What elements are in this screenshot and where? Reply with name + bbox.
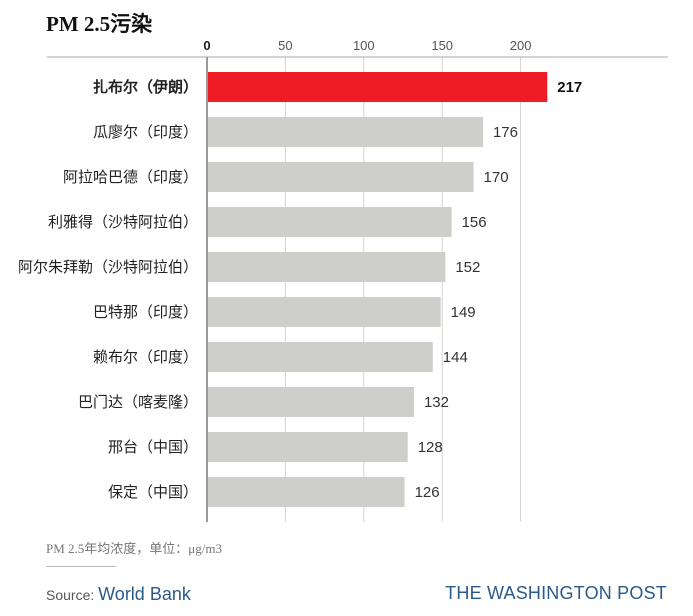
category-label: 瓜廖尔（印度） xyxy=(93,123,198,141)
category-label: 巴特那（印度） xyxy=(93,303,198,321)
bar xyxy=(208,432,408,462)
value-label: 144 xyxy=(443,349,468,366)
bar xyxy=(208,477,405,507)
category-label: 阿尔朱拜勒（沙特阿拉伯） xyxy=(18,258,198,276)
category-label: 赖布尔（印度） xyxy=(93,348,198,366)
x-tick-label: 100 xyxy=(353,38,375,53)
source-link[interactable]: World Bank xyxy=(98,584,191,604)
value-label: 152 xyxy=(455,259,480,276)
source-line: Source: World Bank xyxy=(46,584,191,605)
publisher-brand: THE WASHINGTON POST xyxy=(445,583,667,603)
value-label: 149 xyxy=(451,304,476,321)
note-divider xyxy=(46,566,116,567)
chart-note: PM 2.5年均浓度，单位：μg/m3 xyxy=(46,541,222,556)
bar xyxy=(208,117,483,147)
bar xyxy=(208,162,474,192)
value-label: 156 xyxy=(462,214,487,231)
x-tick-label: 50 xyxy=(278,38,292,53)
category-label: 利雅得（沙特阿拉伯） xyxy=(48,213,198,231)
source-label: Source: xyxy=(46,587,95,603)
bar xyxy=(208,207,452,237)
category-label: 扎布尔（伊朗） xyxy=(93,78,198,96)
chart-title: PM 2.5污染 xyxy=(46,12,153,36)
value-label: 217 xyxy=(557,79,582,96)
bar xyxy=(208,342,433,372)
value-label: 176 xyxy=(493,124,518,141)
category-label: 邢台（中国） xyxy=(108,438,198,456)
category-label: 阿拉哈巴德（印度） xyxy=(63,168,198,186)
bar xyxy=(208,252,446,282)
bar xyxy=(208,297,441,327)
x-tick-label: 150 xyxy=(431,38,453,53)
value-label: 126 xyxy=(415,484,440,501)
value-label: 132 xyxy=(424,394,449,411)
bar xyxy=(208,387,414,417)
x-tick-label: 0 xyxy=(203,38,210,53)
value-label: 128 xyxy=(418,439,443,456)
x-tick-label: 200 xyxy=(510,38,532,53)
category-label: 巴门达（喀麦隆） xyxy=(78,393,198,411)
category-label: 保定（中国） xyxy=(108,483,198,501)
bar-chart: 0 50 100 150 200 扎布尔（伊朗） 217 瓜廖尔（印度） 176 阿拉哈巴德（印度… xyxy=(18,38,668,522)
bar xyxy=(208,72,548,102)
value-label: 170 xyxy=(484,169,509,186)
